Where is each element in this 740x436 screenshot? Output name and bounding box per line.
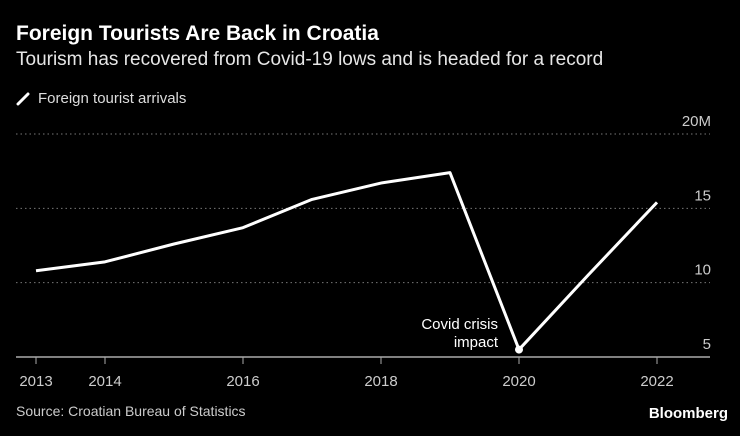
x-tick-label: 2013 bbox=[19, 373, 52, 390]
y-tick-label: 10 bbox=[694, 262, 711, 279]
annotation-marker bbox=[515, 345, 523, 354]
x-tick-label: 2020 bbox=[502, 373, 535, 390]
legend-line-icon bbox=[16, 92, 30, 105]
x-tick-label: 2018 bbox=[364, 373, 397, 390]
legend: Foreign tourist arrivals bbox=[16, 90, 186, 107]
annotation-text: impact bbox=[454, 334, 499, 351]
chart-subtitle: Tourism has recovered from Covid-19 lows… bbox=[16, 49, 604, 70]
y-tick-label: 20M bbox=[682, 113, 711, 130]
x-tick-label: 2022 bbox=[640, 373, 673, 390]
legend-label: Foreign tourist arrivals bbox=[38, 90, 187, 107]
bloomberg-logo: Bloomberg bbox=[648, 405, 728, 422]
chart-title: Foreign Tourists Are Back in Croatia bbox=[16, 22, 379, 45]
y-tick-label: 5 bbox=[703, 336, 711, 353]
y-tick-label: 15 bbox=[694, 187, 711, 204]
x-tick-label: 2014 bbox=[88, 373, 121, 390]
source-note: Source: Croatian Bureau of Statistics bbox=[16, 403, 246, 419]
annotation-text: Covid crisis bbox=[421, 316, 498, 333]
series-line bbox=[35, 171, 659, 352]
x-tick-label: 2016 bbox=[226, 373, 259, 390]
